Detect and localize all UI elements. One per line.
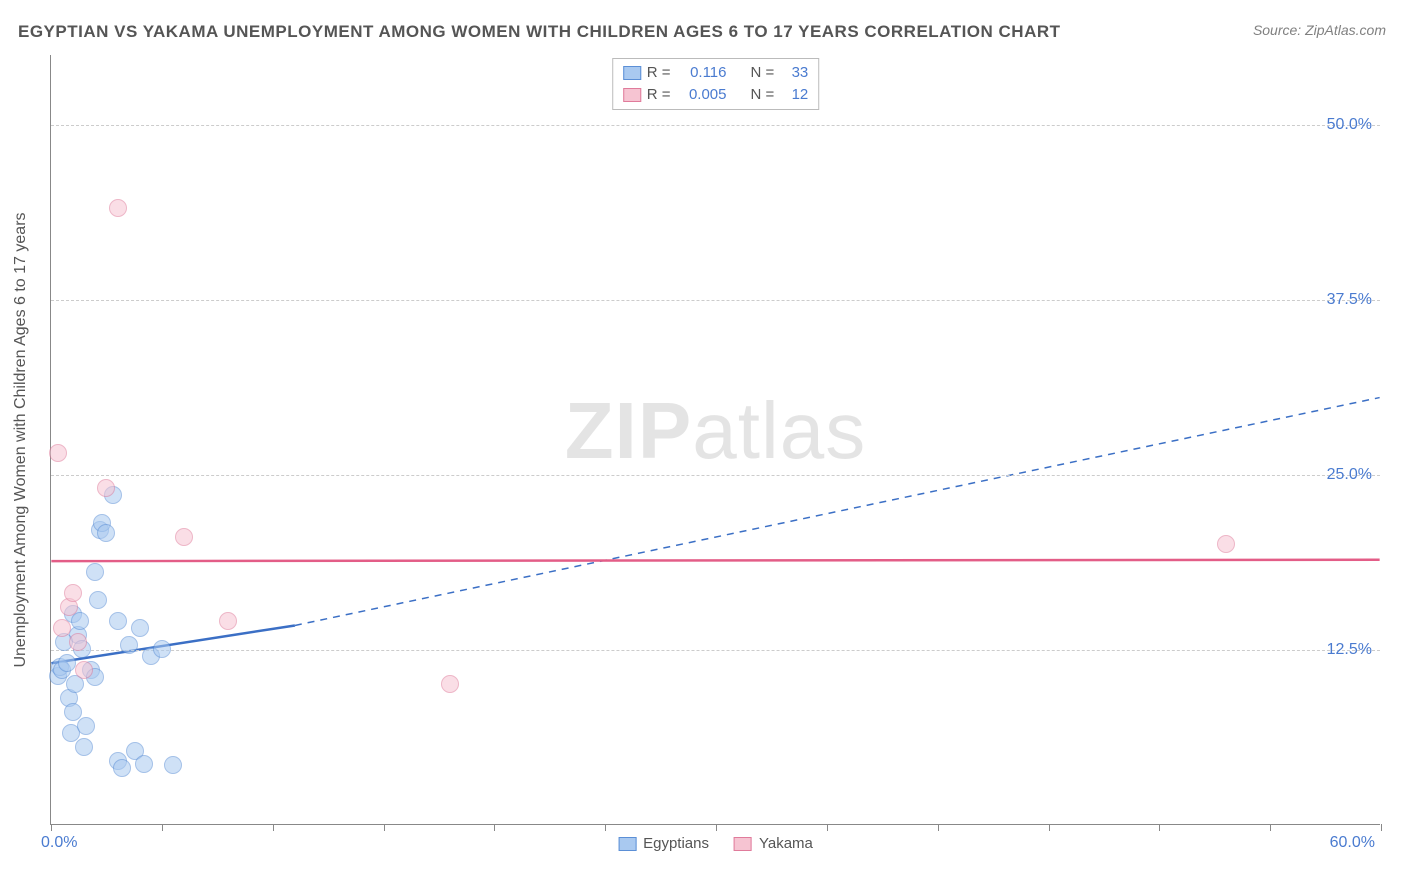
data-point [164, 756, 182, 774]
data-point [135, 755, 153, 773]
legend-label: Egyptians [643, 835, 709, 852]
gridline [51, 125, 1380, 126]
y-tick-label: 25.0% [1327, 466, 1372, 484]
data-point [58, 654, 76, 672]
legend-n-value: 33 [780, 62, 808, 84]
data-point [64, 584, 82, 602]
legend-swatch [623, 88, 641, 102]
y-tick-label: 37.5% [1327, 291, 1372, 309]
legend-bottom: Egyptians Yakama [618, 835, 813, 852]
data-point [175, 528, 193, 546]
data-point [97, 479, 115, 497]
data-point [153, 640, 171, 658]
data-point [86, 563, 104, 581]
data-point [441, 675, 459, 693]
x-max-label: 60.0% [1330, 834, 1375, 852]
legend-r-label: R = [647, 84, 671, 106]
chart-title: EGYPTIAN VS YAKAMA UNEMPLOYMENT AMONG WO… [18, 22, 1061, 42]
data-point [75, 738, 93, 756]
legend-item: Yakama [734, 835, 813, 852]
legend-row: R = 0.005 N =12 [623, 84, 809, 106]
x-tick [938, 824, 939, 831]
x-tick [1381, 824, 1382, 831]
plot-area: ZIPatlas Unemployment Among Women with C… [50, 55, 1380, 825]
x-tick [716, 824, 717, 831]
data-point [49, 444, 67, 462]
legend-r-value: 0.116 [677, 62, 727, 84]
data-point [69, 633, 87, 651]
watermark-thin: atlas [692, 385, 866, 474]
legend-swatch [734, 837, 752, 851]
data-point [113, 759, 131, 777]
legend-n-label: N = [751, 84, 775, 106]
gridline [51, 475, 1380, 476]
x-tick [1270, 824, 1271, 831]
data-point [109, 612, 127, 630]
data-point [77, 717, 95, 735]
data-point [120, 636, 138, 654]
y-axis-title: Unemployment Among Women with Children A… [12, 212, 30, 667]
watermark: ZIPatlas [565, 384, 866, 476]
gridline [51, 650, 1380, 651]
legend-label: Yakama [759, 835, 813, 852]
x-tick [384, 824, 385, 831]
x-tick [51, 824, 52, 831]
x-origin-label: 0.0% [41, 834, 77, 852]
data-point [53, 619, 71, 637]
legend-r-value: 0.005 [677, 84, 727, 106]
legend-top: R = 0.116 N =33 R = 0.005 N =12 [612, 58, 820, 110]
x-tick [273, 824, 274, 831]
legend-n-label: N = [751, 62, 775, 84]
x-tick [1049, 824, 1050, 831]
x-tick [162, 824, 163, 831]
x-tick [1159, 824, 1160, 831]
data-point [1217, 535, 1235, 553]
data-point [219, 612, 237, 630]
y-tick-label: 50.0% [1327, 116, 1372, 134]
source-label: Source: ZipAtlas.com [1253, 22, 1386, 38]
data-point [109, 199, 127, 217]
y-tick-label: 12.5% [1327, 641, 1372, 659]
data-point [131, 619, 149, 637]
watermark-bold: ZIP [565, 385, 692, 474]
legend-r-label: R = [647, 62, 671, 84]
legend-swatch [618, 837, 636, 851]
trendlines-layer [51, 55, 1380, 824]
x-tick [827, 824, 828, 831]
x-tick [605, 824, 606, 831]
legend-swatch [623, 66, 641, 80]
legend-item: Egyptians [618, 835, 709, 852]
x-tick [494, 824, 495, 831]
legend-n-value: 12 [780, 84, 808, 106]
data-point [71, 612, 89, 630]
legend-row: R = 0.116 N =33 [623, 62, 809, 84]
data-point [75, 661, 93, 679]
gridline [51, 300, 1380, 301]
data-point [89, 591, 107, 609]
data-point [97, 524, 115, 542]
